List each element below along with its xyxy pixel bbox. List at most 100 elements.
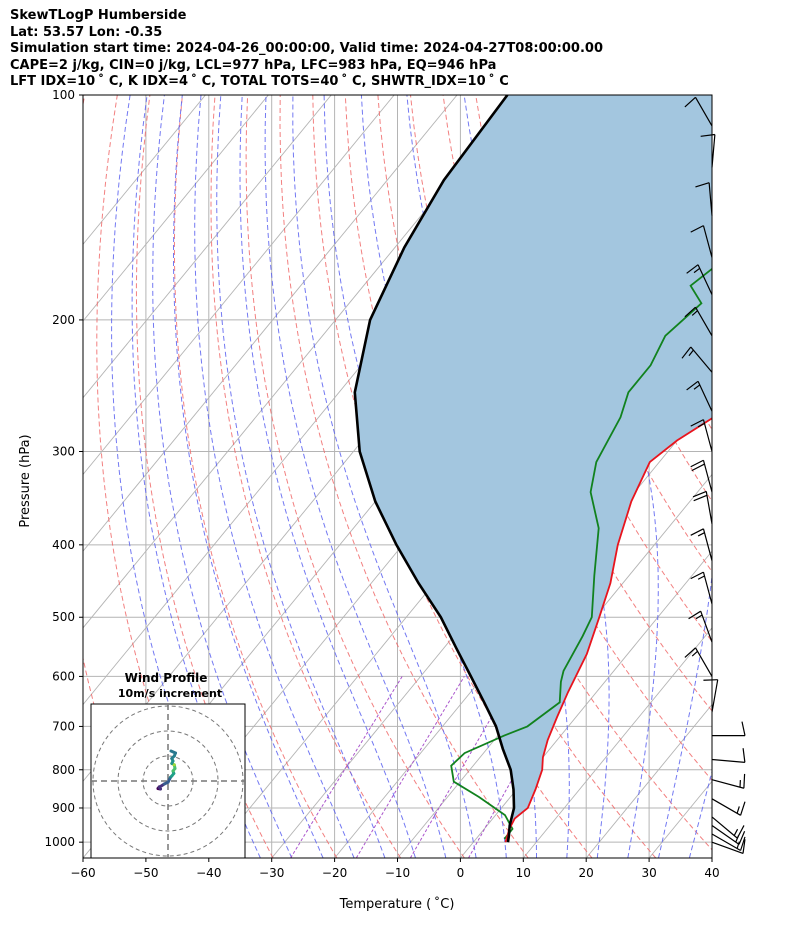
moist-adiabat-line	[173, 95, 324, 858]
wind-barb	[690, 459, 713, 493]
wind-barb-flag	[695, 182, 710, 188]
wind-barb-flag	[691, 463, 705, 472]
wind-barb-shaft	[694, 306, 713, 337]
wind-barb-flag	[743, 773, 746, 789]
x-tick-label: −50	[133, 866, 158, 880]
header-indices: LFT IDX=10 ˚ C, K IDX=4 ˚ C, TOTAL TOTS=…	[10, 74, 509, 90]
dewpoint-line	[450, 267, 712, 840]
header-title: SkewTLogP Humberside	[10, 8, 187, 23]
dry-adiabat-line	[245, 95, 465, 858]
wind-barb-shaft	[711, 825, 740, 845]
wind-barb	[711, 798, 746, 816]
wind-barb-flag	[738, 831, 746, 845]
wind-barb	[700, 133, 716, 168]
wind-barb-shaft	[711, 134, 716, 168]
cape-area	[354, 95, 712, 843]
dry-adiabat-line	[769, 95, 794, 858]
wind-barb	[690, 419, 713, 452]
isotherm-line	[83, 95, 458, 552]
mixing-ratio-line	[290, 676, 403, 858]
header-cape-stats: CAPE=2 j/kg, CIN=0 j/kg, LCL=977 hPa, LF…	[10, 57, 497, 73]
dry-adiabat-line	[736, 95, 794, 858]
isotherm-line	[83, 95, 206, 246]
wind-barbs	[681, 96, 746, 855]
wind-barb-shaft	[711, 798, 741, 816]
x-tick-label: 40	[704, 866, 719, 880]
isotherm-line	[83, 95, 269, 322]
chart-header: SkewTLogP Humberside Lat: 53.57 Lon: -0.…	[10, 8, 603, 91]
wind-barb	[703, 679, 719, 713]
wind-barb-halfflag	[693, 267, 701, 274]
wind-barb-shaft	[711, 841, 744, 855]
isotherm-line	[585, 703, 712, 858]
wind-barb-flag	[740, 801, 746, 816]
wind-barb-shaft	[702, 419, 713, 452]
wind-barb-shaft	[711, 779, 745, 789]
wind-barb-flag	[741, 721, 746, 736]
wind-barb-halfflag	[695, 614, 703, 620]
x-tick-label: 30	[641, 866, 656, 880]
wind-barb-flag	[742, 748, 746, 763]
wind-barb-shaft	[711, 833, 741, 852]
x-tick-label: 20	[579, 866, 594, 880]
y-tick-label: 1000	[44, 835, 75, 849]
mixing-ratio-line	[355, 676, 465, 858]
y-axis-label: Pressure (hPa)	[18, 434, 33, 527]
y-tick-label: 200	[52, 313, 75, 327]
wind-barb-flag	[690, 419, 704, 427]
wind-barb	[684, 647, 713, 677]
wind-barb	[695, 182, 713, 216]
wind-barb-halfflag	[697, 422, 705, 428]
wind-barb-flag	[703, 679, 718, 681]
header-location: Lat: 53.57 Lon: -0.35	[10, 24, 163, 40]
wind-barb-flag	[684, 647, 696, 658]
wind-barb-shaft	[711, 758, 745, 763]
y-tick-label: 300	[52, 444, 75, 458]
wind-barb-flag	[684, 96, 696, 108]
wind-barb-halfflag	[697, 532, 705, 537]
moist-adiabat-line	[323, 95, 507, 858]
wind-barb-shaft	[694, 647, 713, 677]
moist-adiabat-line	[152, 95, 293, 858]
wind-barb-halfflag	[691, 650, 698, 657]
wind-barb-shaft	[705, 491, 713, 525]
y-tick-label: 800	[52, 763, 75, 777]
x-axis-label: Temperature ( ˚C)	[339, 896, 455, 912]
wind-barb-halfflag	[733, 828, 739, 836]
x-tick-label: 10	[516, 866, 531, 880]
wind-barb-halfflag	[691, 310, 698, 316]
dry-adiabat-line	[703, 95, 712, 119]
wind-barb	[690, 225, 713, 258]
hodograph-title: Wind Profile	[125, 671, 208, 685]
dry-adiabat-line	[210, 95, 402, 858]
x-tick-label: −20	[322, 866, 347, 880]
wind-barb-flag	[690, 225, 704, 233]
wind-barb-shaft	[711, 679, 719, 713]
isotherm-line	[460, 550, 712, 858]
wind-barb	[681, 346, 713, 373]
wind-barb	[690, 528, 713, 561]
wind-barb	[711, 833, 746, 852]
y-tick-label: 100	[52, 88, 75, 102]
y-tick-label: 900	[52, 801, 75, 815]
wind-barb	[688, 610, 713, 643]
wind-barb	[711, 773, 746, 789]
axes: −60 −50 −40 −30 −20 −10 0 10 20 30 40 100 200 300 400 5…	[44, 88, 719, 880]
wind-barb	[712, 721, 746, 737]
isotherm-line	[83, 95, 521, 629]
wind-barb-flag	[690, 459, 704, 468]
moist-adiabat-line	[720, 95, 794, 858]
dry-adiabat-line	[312, 95, 593, 858]
isotherm-line	[522, 627, 712, 858]
wind-barb	[684, 96, 713, 127]
wind-barb-flag	[693, 494, 708, 502]
wind-barb	[686, 264, 713, 295]
wind-barb-shaft	[702, 571, 713, 605]
profile-lines	[353, 95, 712, 843]
wind-barb-flag	[690, 528, 704, 536]
wind-barb-flag	[736, 825, 745, 839]
dry-adiabat-line	[135, 95, 274, 858]
y-tick-label: 400	[52, 538, 75, 552]
x-tick-label: −40	[196, 866, 221, 880]
x-tick-label: 0	[457, 866, 465, 880]
